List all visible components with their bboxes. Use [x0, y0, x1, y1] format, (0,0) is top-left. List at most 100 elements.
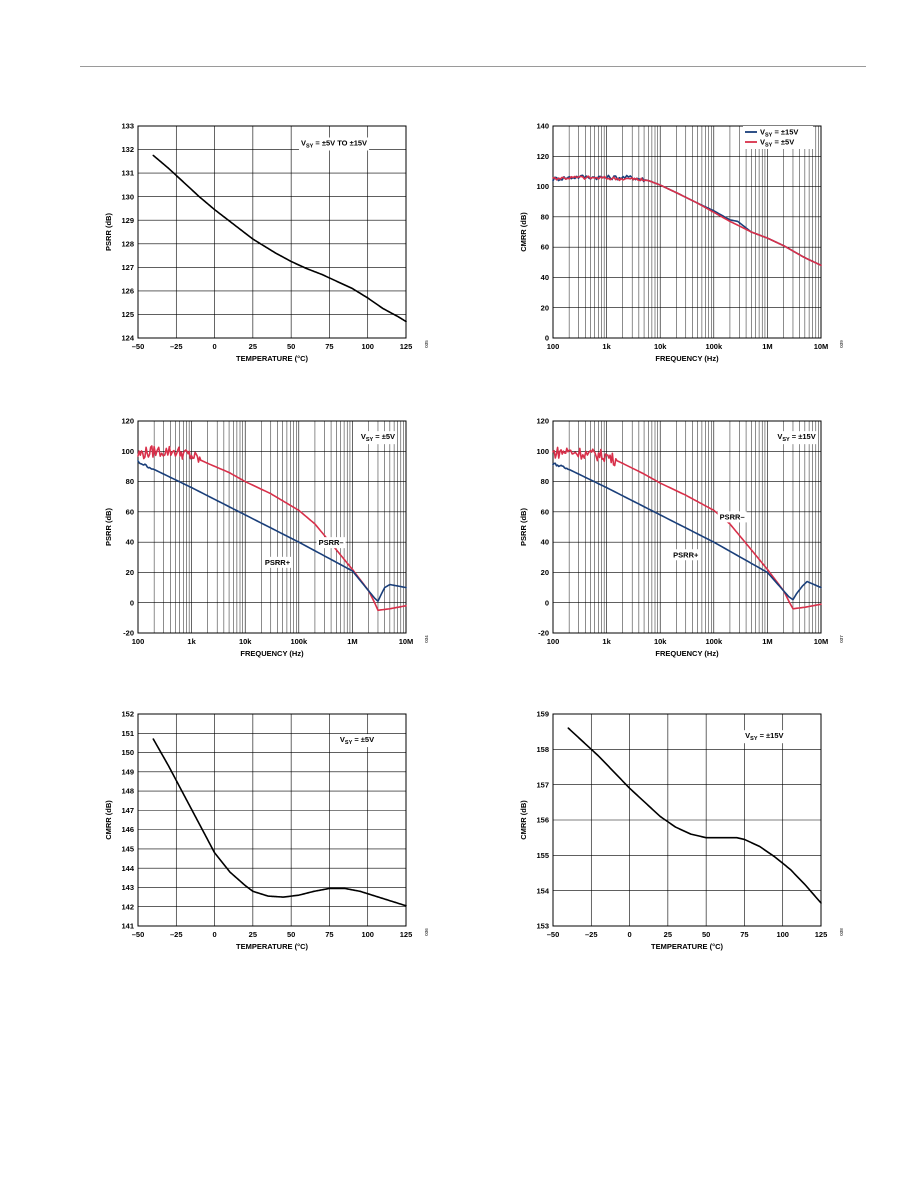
- chart-4-annotation-bg: [775, 431, 818, 445]
- psrr-vs-frequency-15v-chart: 100 1k 10k 100k 1M 10M -20 0 20 40 60 80 100 120 FREQU…: [513, 411, 844, 671]
- chart-5-y-tick-label: 148: [121, 787, 134, 796]
- chart-1-y-tick-label: 128: [121, 239, 134, 248]
- chart-1-x-axis-label: TEMPERATURE (°C): [236, 354, 309, 363]
- chart-2-y-tick-label: 60: [541, 243, 549, 252]
- chart-2-legend-entry-2: VSY = ±5V: [760, 138, 794, 149]
- chart-6-x-tick-label: –25: [585, 930, 598, 939]
- chart-5-annotation-1: VSY = ±5V: [340, 735, 374, 746]
- chart-6-y-tick-label: 159: [536, 710, 549, 719]
- chart-1-x-tick-label: 100: [361, 342, 374, 351]
- chart-4-annotation-1: VSY = ±15V: [777, 432, 815, 443]
- chart-3-y-tick-label: 40: [126, 538, 134, 547]
- chart-4-x-tick-label: 1k: [602, 637, 611, 646]
- chart-2-grid: [553, 126, 821, 338]
- cmrr-vs-frequency-chart: 100 1k 10k 100k 1M 10M 0 20 40 60 80 100 120 140 FREQU…: [513, 116, 844, 376]
- chart-4-annotation-bg: [717, 511, 747, 523]
- chart-3-annotation-2: PSRR–: [319, 538, 344, 547]
- chart-4-annotation-3: PSRR+: [673, 550, 699, 559]
- chart-1-annotation-1: VSY = ±5V TO ±15V: [301, 138, 367, 149]
- chart-1-x-tick-label: 75: [325, 342, 333, 351]
- chart-5-x-tick-label: 50: [287, 930, 295, 939]
- chart-3-annotation-bg: [262, 556, 293, 568]
- chart-4-series-1-line: [552, 446, 822, 610]
- chart-4-x-tick-label: 1M: [762, 637, 772, 646]
- chart-2-y-tick-label: 140: [536, 122, 549, 131]
- chart-5-y-tick-label: 151: [121, 729, 134, 738]
- chart-3-y-tick-label: 0: [130, 598, 134, 607]
- chart-5-plot-area: [137, 713, 407, 927]
- chart-5-x-tick-label: 125: [400, 930, 413, 939]
- chart-4-x-tick-label: 100: [547, 637, 560, 646]
- chart-1-y-tick-label: 124: [121, 334, 134, 343]
- chart-4-series-2-line: [552, 462, 822, 601]
- chart-2-x-tick-label: 10M: [814, 342, 829, 351]
- chart-3-y-tick-label: 20: [126, 568, 134, 577]
- chart-5-y-tick-label: 144: [121, 864, 134, 873]
- chart-4-plot-area: [552, 420, 822, 634]
- chart-6-x-tick-label: –50: [547, 930, 560, 939]
- chart-1-x-tick-label: 0: [212, 342, 216, 351]
- chart-3-y-axis-label: PSRR (dB): [104, 508, 113, 546]
- chart-3-x-tick-label: 1M: [347, 637, 357, 646]
- chart-6-y-tick-label: 153: [536, 922, 549, 931]
- chart-1-y-tick-label: 131: [121, 169, 134, 178]
- chart-5-x-tick-label: –25: [170, 930, 183, 939]
- chart-2-y-tick-label: 20: [541, 303, 549, 312]
- chart-2-x-tick-label: 10k: [654, 342, 667, 351]
- chart-1-x-tick-label: 125: [400, 342, 413, 351]
- chart-2-x-axis-label: FREQUENCY (Hz): [655, 354, 719, 363]
- chart-1-annotation-bg: [298, 137, 370, 151]
- chart-2-figure-number: 039: [839, 340, 844, 348]
- chart-1-y-tick-label: 125: [121, 310, 134, 319]
- chart-1-y-axis-label: PSRR (dB): [104, 213, 113, 251]
- chart-2-y-tick-label: 100: [536, 182, 549, 191]
- chart-2-y-tick-label: 120: [536, 152, 549, 161]
- chart-4-y-tick-label: 0: [545, 598, 549, 607]
- chart-4-y-axis-label: PSRR (dB): [519, 508, 528, 546]
- chart-3-x-tick-label: 100k: [290, 637, 308, 646]
- chart-5-y-tick-label: 149: [121, 767, 134, 776]
- chart-5-x-tick-label: 25: [249, 930, 257, 939]
- chart-4-x-tick-label: 10k: [654, 637, 667, 646]
- chart-1-y-tick-label: 126: [121, 286, 134, 295]
- chart-1-series-1-line: [152, 154, 407, 323]
- chart-3-y-tick-label: 120: [121, 417, 134, 426]
- chart-4-annotation-bg: [671, 549, 702, 561]
- chart-2-y-tick-label: 40: [541, 273, 549, 282]
- chart-1-y-tick-label: 127: [121, 263, 134, 272]
- chart-3-figure-number: 034: [424, 635, 429, 643]
- chart-4-annotation-2: PSRR–: [720, 512, 745, 521]
- chart-3-x-tick-label: 10M: [399, 637, 414, 646]
- chart-3-annotation-bg: [316, 537, 346, 549]
- chart-2-plot-area: [552, 125, 822, 339]
- chart-5-y-tick-label: 150: [121, 748, 134, 757]
- chart-4-y-tick-label: -20: [538, 629, 549, 638]
- chart-6-x-tick-label: 100: [776, 930, 789, 939]
- chart-5-y-tick-label: 145: [121, 845, 134, 854]
- chart-3-x-tick-label: 1k: [187, 637, 196, 646]
- chart-3-annotation-1: VSY = ±5V: [361, 432, 395, 443]
- chart-5-figure-number: 036: [424, 928, 429, 936]
- chart-5-x-tick-label: 75: [325, 930, 333, 939]
- chart-6-series-1-line: [567, 727, 822, 904]
- chart-3-series-1-line: [137, 445, 407, 612]
- chart-6-y-tick-label: 157: [536, 780, 549, 789]
- chart-2-y-tick-label: 0: [545, 334, 549, 343]
- chart-2-legend-entry-1: VSY = ±15V: [760, 128, 798, 139]
- chart-5-series-1-line: [152, 738, 407, 907]
- chart-6-y-tick-label: 155: [536, 851, 549, 860]
- chart-5-y-tick-label: 146: [121, 825, 134, 834]
- chart-5-x-tick-label: –50: [132, 930, 145, 939]
- chart-4-y-tick-label: 40: [541, 538, 549, 547]
- chart-3-y-tick-label: 80: [126, 477, 134, 486]
- chart-2-x-tick-label: 1k: [602, 342, 611, 351]
- chart-4-grid: [553, 421, 821, 633]
- chart-3-y-tick-label: 60: [126, 507, 134, 516]
- chart-4-y-tick-label: 60: [541, 507, 549, 516]
- chart-3-series-2-line: [137, 460, 407, 602]
- chart-3-x-tick-label: 10k: [239, 637, 252, 646]
- chart-1-x-tick-label: –50: [132, 342, 145, 351]
- chart-5-y-axis-label: CMRR (dB): [104, 800, 113, 840]
- chart-6-x-tick-label: 50: [702, 930, 710, 939]
- chart-1-y-tick-label: 130: [121, 192, 134, 201]
